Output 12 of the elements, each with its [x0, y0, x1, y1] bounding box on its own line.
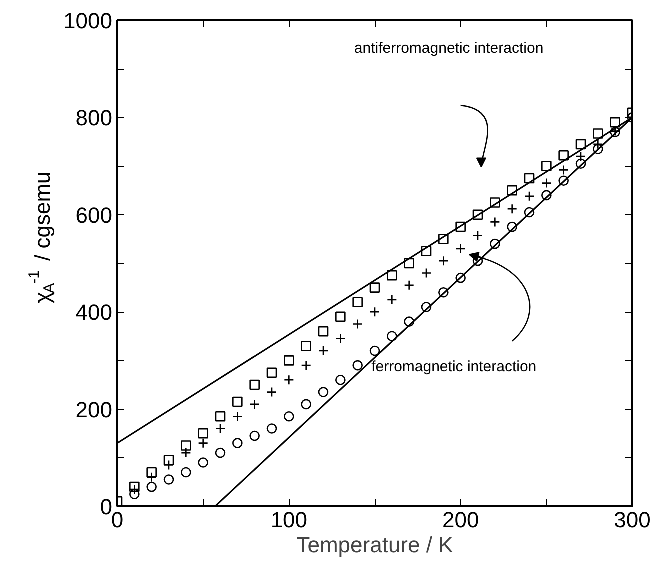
y-tick-label: 1000	[64, 8, 113, 34]
annotation: ferromagnetic interaction	[372, 358, 537, 376]
annotation: antiferromagnetic interaction	[354, 40, 544, 57]
x-tick-label: 300	[614, 508, 651, 532]
x-tick-label: 200	[442, 508, 480, 532]
y-tick-label: 400	[76, 300, 113, 326]
y-axis-title: χA-1 / cgsemu	[26, 172, 58, 304]
y-tick-label: 200	[76, 397, 113, 422]
x-tick-label: 100	[270, 508, 308, 532]
y-tick-label: 800	[76, 106, 113, 131]
y-tick-label: 600	[76, 202, 113, 228]
x-axis-title: Temperature / K	[296, 532, 454, 558]
